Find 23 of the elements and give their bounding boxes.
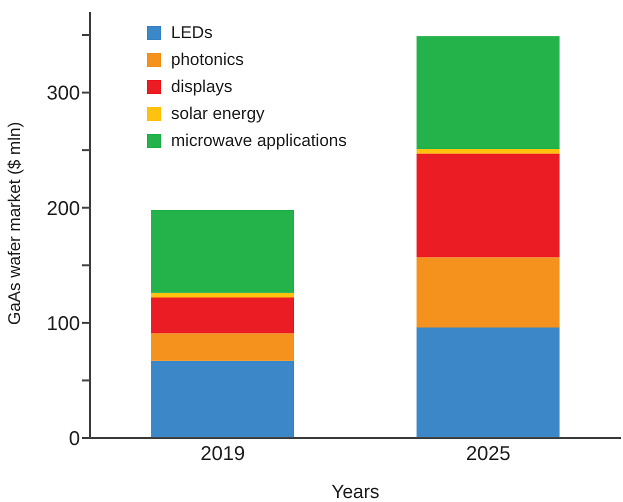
y-tick-label: 300 bbox=[46, 82, 80, 105]
x-tick-label: 2019 bbox=[200, 443, 245, 466]
x-tick-label: 2025 bbox=[466, 443, 510, 466]
y-tick-label: 100 bbox=[46, 312, 80, 335]
legend-label: solar energy bbox=[171, 104, 265, 124]
bar bbox=[151, 360, 294, 438]
bar bbox=[151, 210, 294, 293]
bar bbox=[416, 257, 560, 328]
legend-label: microwave applications bbox=[171, 130, 347, 150]
bar bbox=[416, 327, 560, 438]
legend-label: LEDs bbox=[171, 22, 213, 42]
bar bbox=[416, 149, 560, 154]
legend-label: photonics bbox=[171, 50, 244, 70]
y-tick-label: 200 bbox=[46, 198, 80, 220]
bar bbox=[416, 36, 560, 150]
y-axis-title: GaAs wafer market ($ mln) bbox=[5, 122, 24, 325]
legend-label: displays bbox=[171, 76, 232, 96]
bar bbox=[151, 298, 294, 334]
bar bbox=[416, 154, 560, 258]
x-axis-title: Years bbox=[332, 482, 380, 502]
bar bbox=[151, 333, 294, 361]
y-tick-label: 0 bbox=[68, 428, 80, 450]
bar bbox=[151, 292, 294, 298]
